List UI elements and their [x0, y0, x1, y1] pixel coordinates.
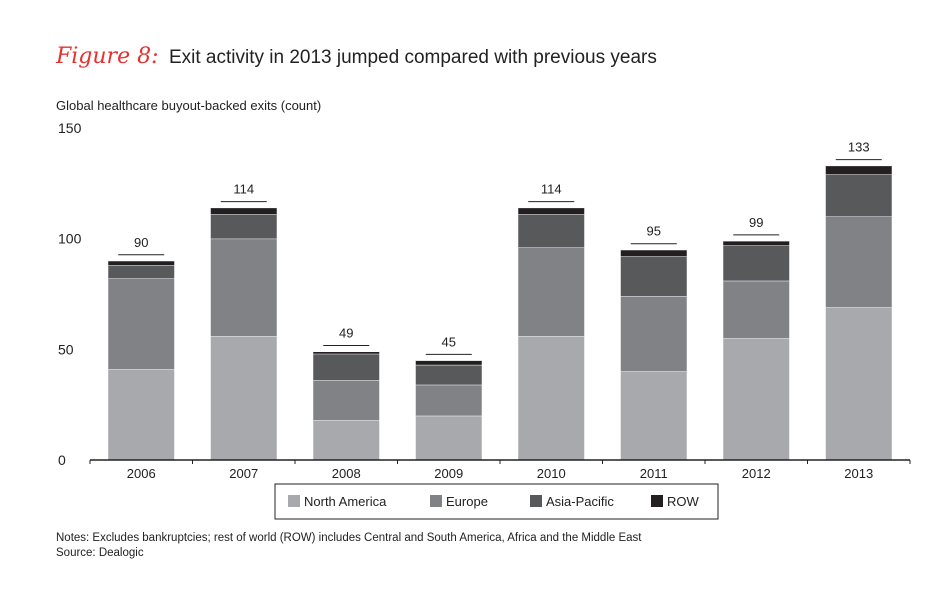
bar-asia-pacific-2007 [210, 214, 277, 239]
legend-box [274, 483, 719, 520]
bar-row-2008 [313, 351, 380, 354]
x-tick-label-2008: 2008 [332, 466, 361, 481]
bar-row-2011 [620, 249, 687, 257]
total-label-2011: 95 [647, 224, 661, 239]
bar-north-america-2012 [723, 338, 790, 460]
bar-asia-pacific-2013 [825, 174, 892, 217]
total-label-2013: 133 [848, 140, 870, 155]
total-label-2008: 49 [339, 326, 353, 341]
bar-north-america-2007 [210, 336, 277, 460]
bar-north-america-2009 [415, 415, 482, 460]
legend-swatch-north-america [288, 495, 300, 507]
y-tick-label-100: 100 [58, 231, 82, 247]
bar-north-america-2013 [825, 307, 892, 460]
x-tick-label-2011: 2011 [640, 466, 668, 481]
total-label-2012: 99 [749, 215, 763, 230]
notes-text: Notes: Excludes bankruptcies; rest of wo… [56, 532, 642, 544]
legend-swatch-europe [430, 495, 442, 507]
bar-europe-2011 [620, 296, 687, 372]
bar-asia-pacific-2009 [415, 364, 482, 385]
figure-label: Figure 8: [56, 44, 159, 69]
y-tick-label-150: 150 [58, 120, 82, 136]
bar-asia-pacific-2008 [313, 353, 380, 381]
bar-row-2006 [108, 260, 175, 266]
bar-north-america-2006 [108, 369, 175, 460]
figure-title: Exit activity in 2013 jumped compared wi… [168, 47, 657, 68]
bar-asia-pacific-2012 [723, 245, 790, 281]
total-label-2006: 90 [134, 235, 148, 250]
bar-row-2007 [210, 207, 277, 215]
bar-north-america-2008 [313, 420, 380, 460]
y-tick-label-0: 0 [58, 452, 66, 468]
legend-swatch-asia-pacific [530, 495, 542, 507]
y-axis-title: Global healthcare buyout-backed exits (c… [56, 98, 322, 113]
x-tick-label-2006: 2006 [127, 466, 156, 481]
bar-row-2009 [415, 360, 482, 365]
bar-europe-2008 [313, 380, 380, 421]
x-tick-label-2009: 2009 [434, 466, 463, 481]
legend-label-row: ROW [667, 494, 700, 509]
figure-title-row: Figure 8: Exit activity in 2013 jumped c… [56, 44, 657, 69]
x-tick-label-2010: 2010 [537, 466, 566, 481]
bar-europe-2012 [723, 280, 790, 339]
y-tick-label-50: 50 [58, 341, 74, 357]
legend-label-north-america: North America [304, 494, 387, 509]
legend-swatch-row [651, 495, 663, 507]
total-label-2009: 45 [442, 334, 456, 349]
bar-europe-2009 [415, 384, 482, 416]
total-label-2010: 114 [541, 182, 562, 197]
bar-asia-pacific-2006 [108, 265, 175, 279]
bar-asia-pacific-2010 [518, 214, 585, 248]
bar-north-america-2011 [620, 371, 687, 460]
bar-europe-2007 [210, 238, 277, 337]
bar-row-2013 [825, 165, 892, 175]
x-tick-label-2013: 2013 [844, 466, 873, 481]
x-tick-label-2007: 2007 [229, 466, 258, 481]
notes: Notes: Excludes bankruptcies; rest of wo… [56, 531, 642, 561]
legend-label-europe: Europe [446, 494, 488, 509]
total-label-2007: 114 [233, 182, 254, 197]
bar-row-2010 [518, 207, 585, 215]
bar-asia-pacific-2011 [620, 256, 687, 297]
legend-label-asia-pacific: Asia-Pacific [546, 494, 614, 509]
source-text: Source: Dealogic [56, 547, 144, 559]
x-tick-label-2012: 2012 [742, 466, 771, 481]
bar-europe-2013 [825, 216, 892, 308]
bar-row-2012 [723, 240, 790, 246]
bar-north-america-2010 [518, 336, 585, 460]
bar-europe-2006 [108, 278, 175, 370]
bar-europe-2010 [518, 247, 585, 337]
